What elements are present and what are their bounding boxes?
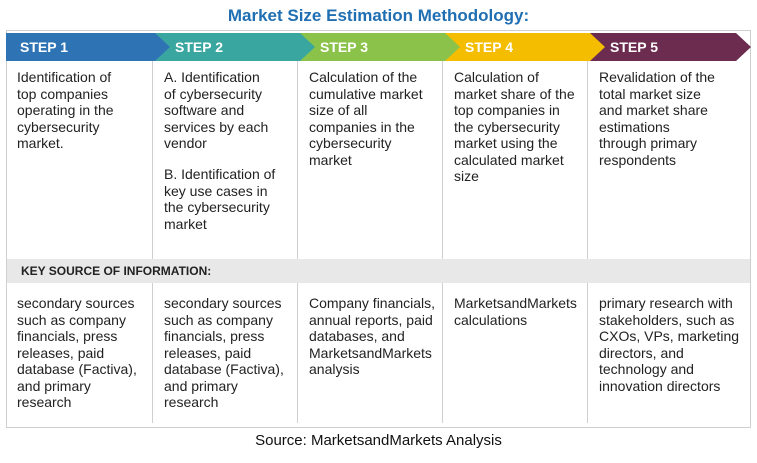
column-divider [152,61,153,259]
source-note: Source: MarketsandMarkets Analysis [255,432,502,449]
step-2-description-b: B. Identification of key use cases in th… [164,166,276,232]
step-2-source: secondary sources such as company financ… [164,295,284,410]
step-5-description: Revalidation of the total market size an… [599,69,715,168]
column-divider [297,61,298,259]
step-3-source: Company financials, annual reports, paid… [309,295,436,377]
step-1-description: Identification of top companies operatin… [17,69,114,151]
step-5-arrow: STEP 5 [590,33,751,61]
diagram-frame [6,30,751,428]
column-divider [587,283,588,423]
column-divider [442,61,443,259]
step-2-arrow: STEP 2 [155,33,316,61]
step-4-arrow: STEP 4 [445,33,606,61]
step-1-source: secondary sources such as company financ… [17,295,137,410]
key-source-heading: KEY SOURCE OF INFORMATION: [7,259,750,283]
diagram-title: Market Size Estimation Methodology: [227,6,530,25]
step-4-source: MarketsandMarkets calculations [454,295,577,328]
step-4-description: Calculation of market share of the top c… [454,69,575,184]
step-2-description-a: A. Identification of cybersecurity softw… [164,69,269,151]
column-divider [442,283,443,423]
column-divider [587,61,588,259]
step-5-source: primary research with stakeholders, such… [599,295,740,394]
step-3-description: Calculation of the cumulative market siz… [309,69,423,168]
step-arrow-row: STEP 1 STEP 2 STEP 3 STEP 4 STEP 5 [6,33,751,61]
step-1-arrow: STEP 1 [6,33,171,61]
column-divider [297,283,298,423]
step-3-arrow: STEP 3 [300,33,461,61]
column-divider [152,283,153,423]
